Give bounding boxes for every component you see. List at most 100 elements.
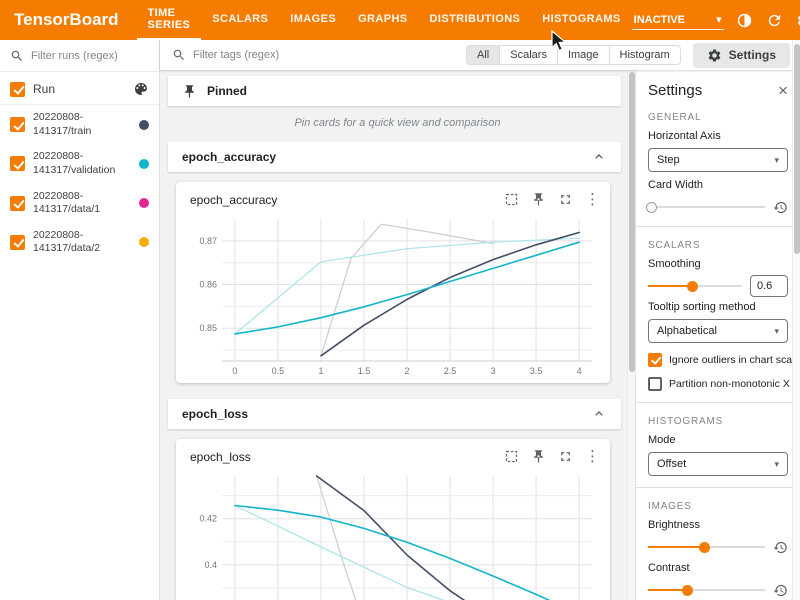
status-value: INACTIVE [633,13,685,26]
nav-tab-graphs[interactable]: GRAPHS [358,13,408,25]
settings-gear-icon[interactable] [796,11,800,29]
tooltip-sorting-select[interactable]: Alphabetical ▾ [648,319,788,343]
runs-header-label: Run [33,82,56,96]
close-icon[interactable]: × [778,81,788,100]
card-title: epoch_loss [190,449,251,464]
run-color-dot [139,198,149,209]
fit-to-data-icon[interactable] [504,192,519,207]
reload-status-select[interactable]: INACTIVE ▾ [631,10,724,30]
smoothing-slider[interactable] [648,280,742,292]
run-checkbox[interactable] [10,117,25,133]
more-options-icon[interactable]: ⋮ [585,448,600,465]
theme-toggle-icon[interactable] [736,11,754,29]
histogram-mode-value: Offset [657,458,687,470]
smoothing-value-input[interactable]: 0.6 [750,275,788,297]
run-checkbox[interactable] [10,234,25,250]
epoch-accuracy-chart[interactable]: 0 0.5 1 1.5 2 2.5 3 3.5 4 0.85 0.86 0.87 [186,211,602,381]
section-header-epoch-accuracy[interactable]: epoch_accuracy [168,142,621,172]
reset-icon[interactable] [773,540,788,555]
settings-panel: Settings × GENERAL Horizontal Axis Step … [635,70,800,600]
tag-filter-button-all[interactable]: All [466,45,501,65]
svg-text:3: 3 [491,366,496,376]
settings-panel-title: Settings [648,82,703,99]
select-all-runs-checkbox[interactable] [10,81,25,97]
filter-runs-field [0,40,159,72]
reset-icon[interactable] [773,583,788,598]
horizontal-axis-select[interactable]: Step ▾ [648,148,788,172]
run-checkbox[interactable] [10,195,25,211]
runs-column-header: Run [0,72,159,105]
run-list-item[interactable]: 20220808-141317/validation [0,144,159,183]
partition-x-axis-label: Partition non-monotonic X axis [669,378,800,390]
pin-icon[interactable] [531,192,546,207]
contrast-label: Contrast [648,562,690,574]
run-list-item[interactable]: 20220808-141317/train [0,105,159,144]
caret-down-icon: ▾ [774,325,779,336]
svg-text:0.86: 0.86 [199,280,217,290]
cards-area: Pinned Pin cards for a quick view and co… [160,70,627,600]
main-scrollbar-thumb[interactable] [629,72,635,372]
run-label: 20220808-141317/data/2 [33,228,101,255]
refresh-icon[interactable] [766,11,784,29]
app-title: TensorBoard [14,10,119,29]
run-color-dot [139,237,149,248]
card-width-label: Card Width [648,179,704,191]
svg-text:0.5: 0.5 [272,366,285,376]
more-options-icon[interactable]: ⋮ [585,191,600,208]
filter-runs-input[interactable] [31,49,149,62]
nav-tabs: TIME SERIES SCALARS IMAGES GRAPHS DISTRIBUTI… [136,0,632,40]
caret-down-icon: ▾ [774,458,779,469]
smoothing-label: Smoothing [648,258,701,270]
fullscreen-icon[interactable] [558,192,573,207]
tag-filter-button-image[interactable]: Image [556,45,610,65]
card-width-slider[interactable] [646,201,765,213]
page-scrollbar-thumb[interactable] [794,44,800,254]
reset-icon[interactable] [773,200,788,215]
histogram-mode-select[interactable]: Offset ▾ [648,452,788,476]
fit-to-data-icon[interactable] [504,449,519,464]
runs-sidebar: Run 20220808-141317/train 20220808-14131… [0,40,160,600]
run-label: 20220808-141317/data/1 [33,189,101,216]
content: Run 20220808-141317/train 20220808-14131… [0,40,800,600]
chevron-up-icon[interactable] [591,406,607,422]
section-title: epoch_loss [182,407,249,421]
nav-tab-histograms[interactable]: HISTOGRAMS [542,13,621,25]
run-color-dot [139,158,149,169]
topbar-right: INACTIVE ▾ ? [631,0,800,40]
nav-tab-scalars[interactable]: SCALARS [212,13,269,25]
partition-x-axis-checkbox[interactable] [648,377,662,391]
card-header: epoch_loss ⋮ [186,447,602,468]
nav-tab-distributions[interactable]: DISTRIBUTIONS [429,13,521,25]
chevron-up-icon[interactable] [591,149,607,165]
palette-icon[interactable] [133,81,149,97]
run-checkbox[interactable] [10,156,25,172]
contrast-slider[interactable] [648,584,765,596]
card-toolbar: ⋮ [504,192,600,207]
page-scrollbar[interactable] [792,40,800,600]
main-scrollbar[interactable] [627,70,635,600]
section-header-epoch-loss[interactable]: epoch_loss [168,399,621,429]
nav-tab-time-series[interactable]: TIME SERIES [136,0,202,40]
nav-tab-images[interactable]: IMAGES [290,13,337,25]
pin-icon[interactable] [531,449,546,464]
svg-text:3.5: 3.5 [530,366,543,376]
brightness-label: Brightness [648,519,700,531]
svg-text:1.5: 1.5 [358,366,371,376]
settings-button[interactable]: Settings [692,42,790,68]
run-list-item[interactable]: 20220808-141317/data/1 [0,184,159,223]
pinned-empty-message: Pin cards for a quick view and compariso… [294,117,501,129]
card-header: epoch_accuracy ⋮ [186,190,602,211]
card-toolbar: ⋮ [504,449,600,464]
tag-filter-button-scalars[interactable]: Scalars [499,45,558,65]
epoch-loss-chart[interactable]: 00.511.522.533.540.360.380.40.42 [186,468,602,600]
run-list-item[interactable]: 20220808-141317/data/2 [0,223,159,262]
svg-text:4: 4 [577,366,582,376]
brightness-slider[interactable] [648,541,765,553]
fullscreen-icon[interactable] [558,449,573,464]
filter-tags-input[interactable] [193,49,459,61]
horizontal-axis-label: Horizontal Axis [648,130,721,142]
images-heading: IMAGES [648,501,692,512]
tag-filter-button-histogram[interactable]: Histogram [608,45,681,65]
section-title: epoch_accuracy [182,150,277,164]
ignore-outliers-checkbox[interactable] [648,353,662,367]
